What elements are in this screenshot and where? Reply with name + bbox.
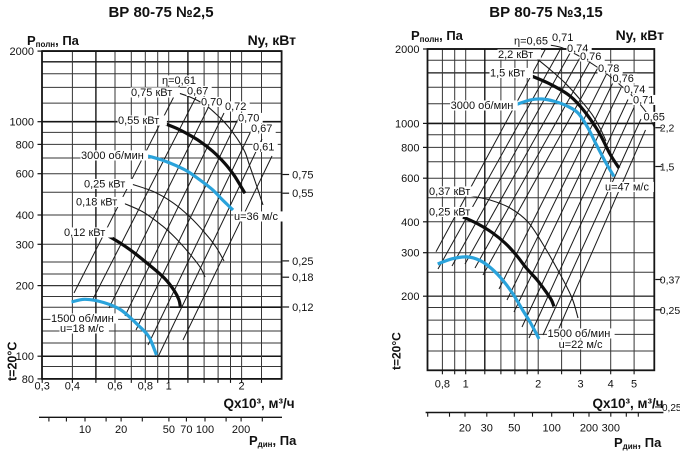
svg-text:η=0,61: η=0,61 [162, 75, 196, 87]
svg-text:300: 300 [602, 423, 620, 435]
svg-text:600: 600 [16, 169, 34, 181]
svg-text:Ny, кВт: Ny, кВт [248, 32, 297, 48]
svg-text:0,70: 0,70 [201, 97, 222, 109]
svg-text:300: 300 [401, 248, 419, 260]
svg-text:0,72: 0,72 [225, 101, 246, 113]
svg-text:0,12 кВт: 0,12 кВт [64, 227, 105, 239]
svg-text:u=36 м/с: u=36 м/с [234, 211, 278, 223]
svg-text:u=22 м/с: u=22 м/с [559, 339, 603, 351]
svg-text:ВР 80-75 №2,5: ВР 80-75 №2,5 [108, 4, 213, 21]
svg-text:100: 100 [16, 351, 34, 363]
svg-text:3000 об/мин: 3000 об/мин [81, 150, 144, 162]
svg-text:1,5: 1,5 [660, 162, 675, 174]
svg-text:2,2 кВт: 2,2 кВт [498, 49, 533, 61]
svg-text:1500 об/мин: 1500 об/мин [51, 313, 114, 325]
svg-text:1: 1 [166, 381, 172, 393]
svg-text:80: 80 [22, 374, 34, 386]
svg-text:50: 50 [163, 424, 175, 436]
svg-text:20: 20 [115, 424, 127, 436]
svg-text:0,55: 0,55 [292, 188, 313, 200]
svg-text:400: 400 [16, 210, 34, 222]
svg-text:2: 2 [535, 379, 541, 391]
svg-text:10: 10 [79, 424, 91, 436]
svg-text:0,12: 0,12 [292, 302, 313, 314]
svg-text:t=20°C: t=20°C [6, 342, 20, 381]
svg-text:0,18 кВт: 0,18 кВт [76, 197, 117, 209]
svg-text:100: 100 [543, 423, 561, 435]
svg-text:0,37 кВт: 0,37 кВт [429, 186, 470, 198]
svg-text:0,78: 0,78 [598, 63, 619, 75]
svg-text:u=18 м/с: u=18 м/с [60, 323, 104, 335]
svg-text:1000: 1000 [395, 118, 419, 130]
svg-text:30: 30 [481, 423, 493, 435]
svg-text:0,25 кВт: 0,25 кВт [429, 207, 470, 219]
svg-text:0,67: 0,67 [187, 86, 208, 98]
svg-text:0,61: 0,61 [253, 142, 274, 154]
svg-text:ВР 80-75 №3,15: ВР 80-75 №3,15 [489, 4, 602, 21]
svg-text:0,71: 0,71 [552, 32, 573, 44]
svg-text:u=47 м/с: u=47 м/с [605, 182, 649, 194]
svg-text:0,37: 0,37 [660, 275, 680, 287]
svg-text:100: 100 [196, 424, 214, 436]
svg-text:0,8: 0,8 [435, 379, 450, 391]
svg-text:0,74: 0,74 [624, 84, 645, 96]
svg-text:3: 3 [578, 379, 584, 391]
svg-text:5: 5 [631, 379, 637, 391]
svg-text:0,18: 0,18 [292, 272, 313, 284]
svg-text:0,25 кВт: 0,25 кВт [84, 179, 125, 191]
svg-text:200: 200 [16, 281, 34, 293]
svg-text:0,76: 0,76 [580, 51, 601, 63]
svg-text:70: 70 [180, 424, 192, 436]
svg-text:Рдин, Па: Рдин, Па [614, 435, 662, 451]
svg-text:0,25: 0,25 [292, 256, 313, 268]
svg-text:200: 200 [232, 424, 250, 436]
svg-text:400: 400 [401, 217, 419, 229]
svg-text:1,5 кВт: 1,5 кВт [490, 68, 525, 80]
svg-text:Ny, кВт: Ny, кВт [616, 27, 665, 43]
svg-text:0,25: 0,25 [662, 403, 680, 414]
svg-text:0,75 кВт: 0,75 кВт [131, 87, 172, 99]
svg-text:0,75: 0,75 [292, 170, 313, 182]
svg-text:0,25: 0,25 [660, 305, 680, 317]
svg-text:η=0,65: η=0,65 [514, 36, 548, 48]
svg-text:Qх10³, м³/ч: Qх10³, м³/ч [592, 396, 663, 411]
svg-text:600: 600 [401, 173, 419, 185]
svg-text:0,65: 0,65 [644, 112, 665, 124]
svg-text:300: 300 [16, 239, 34, 251]
svg-text:0,71: 0,71 [633, 95, 654, 107]
svg-text:200: 200 [580, 423, 598, 435]
svg-text:4: 4 [608, 379, 614, 391]
svg-text:50: 50 [508, 423, 520, 435]
svg-text:2: 2 [239, 381, 245, 393]
svg-text:2000: 2000 [10, 46, 34, 58]
svg-text:0,70: 0,70 [238, 113, 259, 125]
svg-text:0,3: 0,3 [35, 381, 50, 393]
svg-text:2,2: 2,2 [660, 123, 675, 135]
svg-text:0,8: 0,8 [138, 381, 153, 393]
svg-text:0,76: 0,76 [613, 73, 634, 85]
svg-text:200: 200 [401, 291, 419, 303]
svg-text:t=20°C: t=20°C [390, 332, 404, 370]
svg-text:Рдин, Па: Рдин, Па [249, 433, 297, 449]
svg-text:1: 1 [463, 379, 469, 391]
svg-text:2000: 2000 [395, 44, 419, 56]
svg-text:0,4: 0,4 [65, 381, 80, 393]
svg-text:1500 об/мин: 1500 об/мин [548, 328, 611, 340]
svg-text:800: 800 [401, 142, 419, 154]
svg-text:Qх10³, м³/ч: Qх10³, м³/ч [223, 396, 294, 411]
svg-text:0,55 кВт: 0,55 кВт [118, 115, 159, 127]
svg-text:0,67: 0,67 [251, 123, 272, 135]
svg-text:0,6: 0,6 [107, 381, 122, 393]
svg-text:1000: 1000 [10, 117, 34, 129]
svg-text:3000 об/мин: 3000 об/мин [451, 100, 514, 112]
svg-text:800: 800 [16, 139, 34, 151]
svg-text:20: 20 [459, 423, 471, 435]
